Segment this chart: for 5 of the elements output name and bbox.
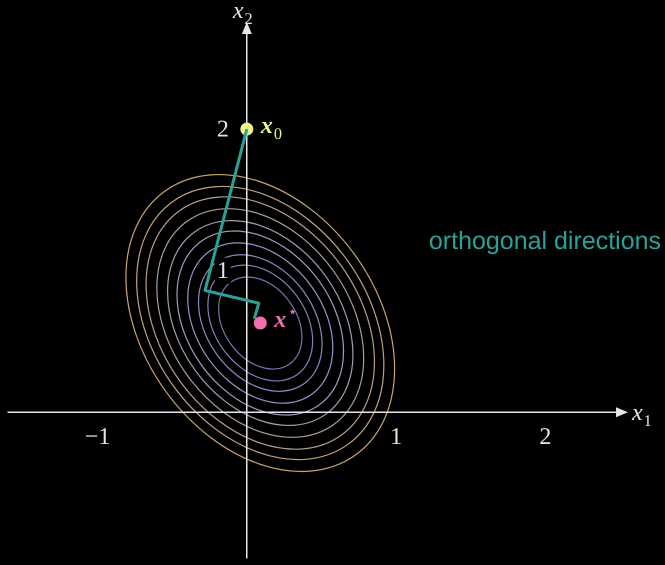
x-tick-label: −1: [84, 424, 110, 450]
x-tick-label: 2: [539, 424, 552, 450]
annotation: x⋆: [273, 302, 298, 334]
x-tick-label: 1: [390, 424, 402, 450]
text: orthogonal directions: [428, 227, 661, 256]
